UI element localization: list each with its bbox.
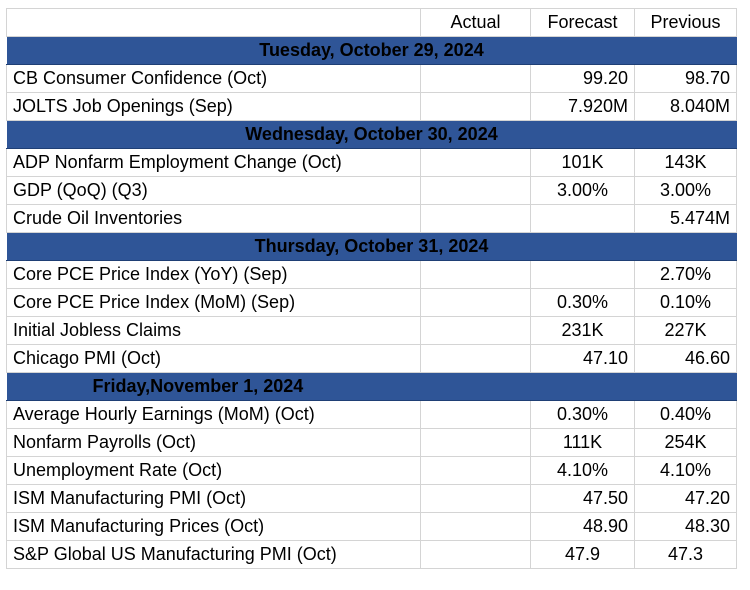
event-name-cell[interactable]: S&P Global US Manufacturing PMI (Oct)	[6, 540, 421, 569]
column-header-blank[interactable]	[6, 8, 421, 37]
date-header-row: Wednesday, October 30, 2024	[6, 120, 737, 149]
event-name-cell[interactable]: GDP (QoQ) (Q3)	[6, 176, 421, 205]
event-name-cell[interactable]: ADP Nonfarm Employment Change (Oct)	[6, 148, 421, 177]
table-row: S&P Global US Manufacturing PMI (Oct) 47.…	[6, 540, 737, 569]
actual-cell[interactable]	[420, 92, 531, 121]
previous-cell[interactable]: 227K	[634, 316, 737, 345]
forecast-cell[interactable]: 99.20	[530, 64, 635, 93]
column-header-actual[interactable]: Actual	[420, 8, 531, 37]
forecast-cell[interactable]: 111K	[530, 428, 635, 457]
date-header[interactable]: Wednesday, October 30, 2024	[6, 120, 737, 149]
previous-cell[interactable]: 48.30	[634, 512, 737, 541]
event-name-cell[interactable]: Nonfarm Payrolls (Oct)	[6, 428, 421, 457]
table-row: Unemployment Rate (Oct) 4.10% 4.10%	[6, 456, 737, 485]
event-name-cell[interactable]: Core PCE Price Index (YoY) (Sep)	[6, 260, 421, 289]
forecast-cell[interactable]: 231K	[530, 316, 635, 345]
actual-cell[interactable]	[420, 64, 531, 93]
forecast-cell[interactable]: 47.9	[530, 540, 635, 569]
table-row: Average Hourly Earnings (MoM) (Oct) 0.30%…	[6, 400, 737, 429]
date-header[interactable]: Tuesday, October 29, 2024	[6, 36, 737, 65]
date-header-row: Friday,November 1, 2024	[6, 372, 737, 401]
forecast-cell[interactable]: 7.920M	[530, 92, 635, 121]
date-header[interactable]: Friday,November 1, 2024	[6, 372, 737, 401]
actual-cell[interactable]	[420, 316, 531, 345]
table-row: ADP Nonfarm Employment Change (Oct) 101K 1…	[6, 148, 737, 177]
previous-cell[interactable]: 254K	[634, 428, 737, 457]
table-row: GDP (QoQ) (Q3) 3.00% 3.00%	[6, 176, 737, 205]
previous-cell[interactable]: 3.00%	[634, 176, 737, 205]
actual-cell[interactable]	[420, 176, 531, 205]
table-row: Core PCE Price Index (YoY) (Sep) 2.70%	[6, 260, 737, 289]
previous-cell[interactable]: 2.70%	[634, 260, 737, 289]
table-row: ISM Manufacturing PMI (Oct) 47.50 47.20	[6, 484, 737, 513]
event-name-cell[interactable]: Initial Jobless Claims	[6, 316, 421, 345]
column-header-previous[interactable]: Previous	[634, 8, 737, 37]
event-name-cell[interactable]: Unemployment Rate (Oct)	[6, 456, 421, 485]
actual-cell[interactable]	[420, 456, 531, 485]
table-row: Nonfarm Payrolls (Oct) 111K 254K	[6, 428, 737, 457]
previous-cell[interactable]: 5.474M	[634, 204, 737, 233]
event-name-cell[interactable]: JOLTS Job Openings (Sep)	[6, 92, 421, 121]
forecast-cell[interactable]: 4.10%	[530, 456, 635, 485]
actual-cell[interactable]	[420, 400, 531, 429]
forecast-cell[interactable]: 47.10	[530, 344, 635, 373]
forecast-cell[interactable]	[530, 204, 635, 233]
event-name-cell[interactable]: ISM Manufacturing PMI (Oct)	[6, 484, 421, 513]
event-name-cell[interactable]: CB Consumer Confidence (Oct)	[6, 64, 421, 93]
actual-cell[interactable]	[420, 204, 531, 233]
previous-cell[interactable]: 8.040M	[634, 92, 737, 121]
column-header-forecast[interactable]: Forecast	[530, 8, 635, 37]
actual-cell[interactable]	[420, 540, 531, 569]
previous-cell[interactable]: 46.60	[634, 344, 737, 373]
table-row: Crude Oil Inventories 5.474M	[6, 204, 737, 233]
economic-calendar-table: Actual Forecast Previous Tuesday, Octobe…	[6, 8, 737, 569]
event-name-cell[interactable]: Average Hourly Earnings (MoM) (Oct)	[6, 400, 421, 429]
forecast-cell[interactable]: 48.90	[530, 512, 635, 541]
forecast-cell[interactable]	[530, 260, 635, 289]
actual-cell[interactable]	[420, 148, 531, 177]
previous-cell[interactable]: 143K	[634, 148, 737, 177]
column-header-row: Actual Forecast Previous	[6, 8, 737, 37]
forecast-cell[interactable]: 47.50	[530, 484, 635, 513]
event-name-cell[interactable]: ISM Manufacturing Prices (Oct)	[6, 512, 421, 541]
forecast-cell[interactable]: 101K	[530, 148, 635, 177]
actual-cell[interactable]	[420, 428, 531, 457]
previous-cell[interactable]: 47.20	[634, 484, 737, 513]
actual-cell[interactable]	[420, 344, 531, 373]
previous-cell[interactable]: 0.40%	[634, 400, 737, 429]
forecast-cell[interactable]: 0.30%	[530, 288, 635, 317]
table-row: Initial Jobless Claims 231K 227K	[6, 316, 737, 345]
event-name-cell[interactable]: Crude Oil Inventories	[6, 204, 421, 233]
economic-calendar-sheet: Actual Forecast Previous Tuesday, Octobe…	[6, 8, 737, 569]
table-row: JOLTS Job Openings (Sep) 7.920M 8.040M	[6, 92, 737, 121]
event-name-cell[interactable]: Chicago PMI (Oct)	[6, 344, 421, 373]
previous-cell[interactable]: 4.10%	[634, 456, 737, 485]
date-header-row: Thursday, October 31, 2024	[6, 232, 737, 261]
forecast-cell[interactable]: 0.30%	[530, 400, 635, 429]
date-header-row: Tuesday, October 29, 2024	[6, 36, 737, 65]
actual-cell[interactable]	[420, 484, 531, 513]
previous-cell[interactable]: 0.10%	[634, 288, 737, 317]
table-body: Tuesday, October 29, 2024 CB Consumer Con…	[6, 36, 737, 569]
table-row: Core PCE Price Index (MoM) (Sep) 0.30% 0.1…	[6, 288, 737, 317]
table-row: ISM Manufacturing Prices (Oct) 48.90 48.30	[6, 512, 737, 541]
date-header[interactable]: Thursday, October 31, 2024	[6, 232, 737, 261]
actual-cell[interactable]	[420, 260, 531, 289]
table-row: CB Consumer Confidence (Oct) 99.20 98.70	[6, 64, 737, 93]
event-name-cell[interactable]: Core PCE Price Index (MoM) (Sep)	[6, 288, 421, 317]
actual-cell[interactable]	[420, 512, 531, 541]
table-row: Chicago PMI (Oct) 47.10 46.60	[6, 344, 737, 373]
actual-cell[interactable]	[420, 288, 531, 317]
forecast-cell[interactable]: 3.00%	[530, 176, 635, 205]
previous-cell[interactable]: 98.70	[634, 64, 737, 93]
previous-cell[interactable]: 47.3	[634, 540, 737, 569]
